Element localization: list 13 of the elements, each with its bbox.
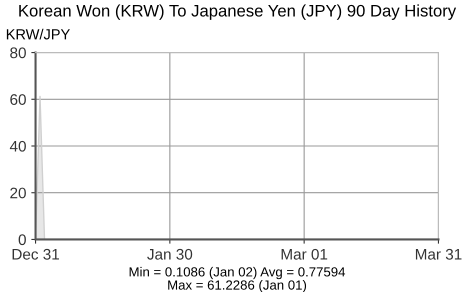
- text: Max = 61.2286 (Jan 01): [168, 280, 306, 292]
- y-tick-label: 60: [10, 94, 26, 105]
- x-tick-label: Mar 31: [416, 248, 462, 260]
- y-tick-label: 40: [10, 140, 26, 152]
- chart-title: Korean Won (KRW) To Japanese Yen (JPY) 90 Day History: [19, 4, 456, 20]
- x-tick-label: Mar 01: [282, 248, 328, 260]
- x-tick-label: Jan 30: [147, 248, 192, 260]
- y-tick-label: 80: [10, 47, 26, 58]
- y-axis-title: KRW/JPY: [6, 28, 70, 40]
- y-tick-label: 0: [18, 234, 26, 246]
- text: Min = 0.1086 (Jan 02) Avg = 0.77594: [130, 266, 346, 280]
- x-tick-label: Dec 31: [12, 248, 60, 260]
- y-tick-label: 20: [10, 188, 26, 198]
